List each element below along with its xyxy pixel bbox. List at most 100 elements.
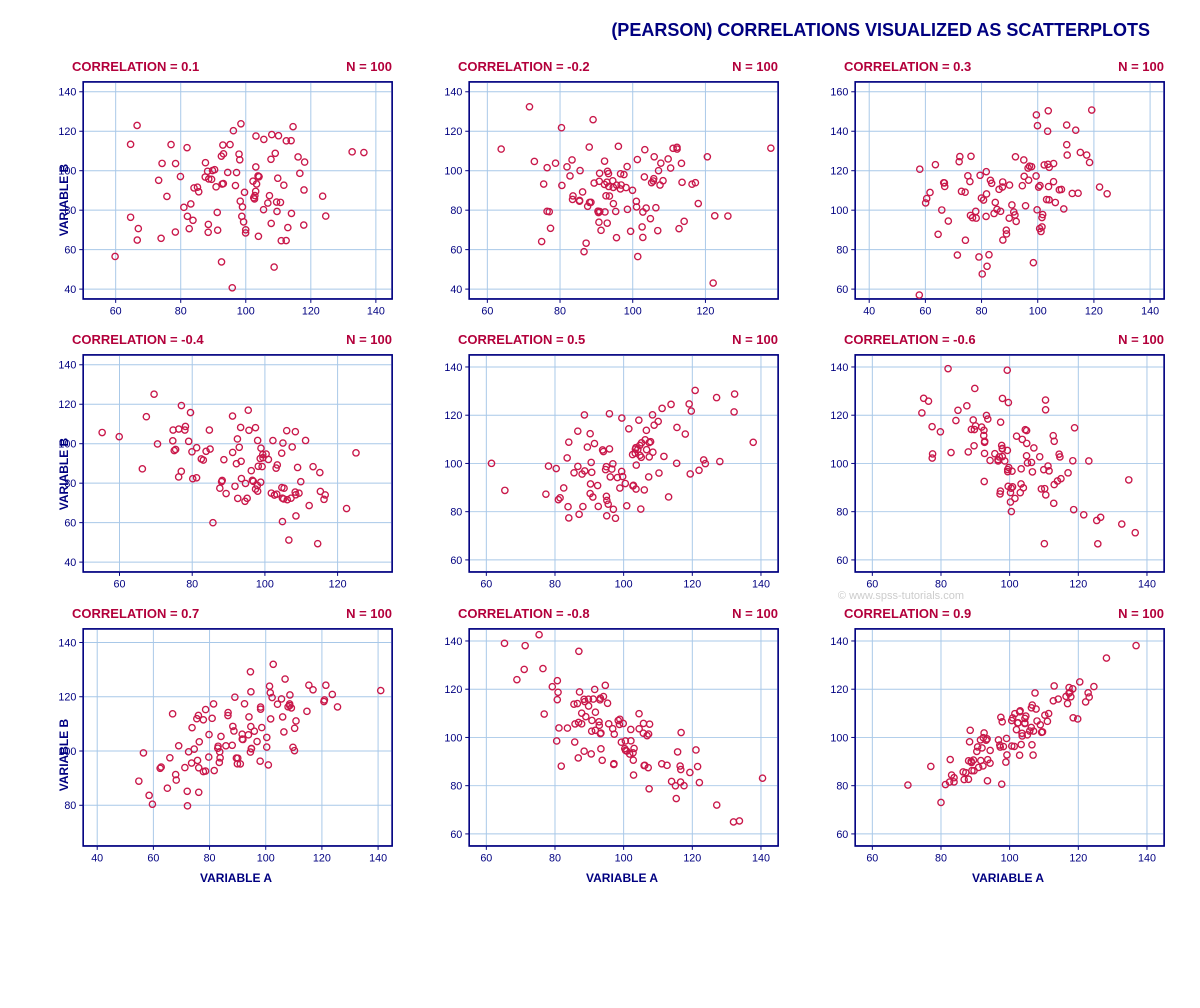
correlation-label: CORRELATION = 0.9 xyxy=(844,606,971,621)
correlation-label: CORRELATION = 0.5 xyxy=(458,332,585,347)
correlation-label: CORRELATION = 0.7 xyxy=(72,606,199,621)
svg-text:80: 80 xyxy=(175,306,187,318)
svg-text:120: 120 xyxy=(683,852,701,864)
svg-text:60: 60 xyxy=(919,306,931,318)
svg-text:120: 120 xyxy=(444,684,462,696)
svg-text:60: 60 xyxy=(110,306,122,318)
svg-text:140: 140 xyxy=(1138,579,1156,591)
scatter-plot: 6080100120406080100120140 xyxy=(432,78,784,322)
scatter-panel: CORRELATION = 0.1N = 100VARIABLE B608010… xyxy=(30,59,398,322)
svg-text:80: 80 xyxy=(836,507,848,519)
y-axis-label: VARIABLE B xyxy=(57,437,71,509)
svg-text:140: 140 xyxy=(369,852,387,864)
svg-text:140: 140 xyxy=(1141,306,1159,318)
svg-text:140: 140 xyxy=(1138,852,1156,864)
scatter-plot: 4060801001201406080100120140160 xyxy=(818,78,1170,322)
svg-text:100: 100 xyxy=(444,166,462,178)
svg-text:60: 60 xyxy=(450,555,462,567)
n-label: N = 100 xyxy=(1118,59,1164,74)
svg-text:60: 60 xyxy=(64,518,76,530)
svg-text:140: 140 xyxy=(830,362,848,374)
svg-text:80: 80 xyxy=(549,579,561,591)
svg-text:60: 60 xyxy=(836,284,848,296)
panel-header: CORRELATION = -0.4N = 100 xyxy=(30,332,398,351)
svg-text:60: 60 xyxy=(147,852,159,864)
svg-text:80: 80 xyxy=(836,245,848,257)
svg-text:40: 40 xyxy=(91,852,103,864)
svg-text:40: 40 xyxy=(64,557,76,569)
panel-header: CORRELATION = -0.2N = 100 xyxy=(416,59,784,78)
n-label: N = 100 xyxy=(346,606,392,621)
svg-text:120: 120 xyxy=(444,411,462,423)
svg-text:80: 80 xyxy=(976,306,988,318)
svg-text:120: 120 xyxy=(302,306,320,318)
correlation-label: CORRELATION = 0.3 xyxy=(844,59,971,74)
svg-text:140: 140 xyxy=(58,637,76,649)
correlation-label: CORRELATION = -0.8 xyxy=(458,606,590,621)
panel-header: CORRELATION = 0.3 N = 100 xyxy=(802,59,1170,78)
scatter-panel: CORRELATION = -0.2N = 100608010012040608… xyxy=(416,59,784,322)
scatter-panel: CORRELATION = -0.8N = 100608010012014060… xyxy=(416,606,784,885)
svg-text:80: 80 xyxy=(450,780,462,792)
panel-header: CORRELATION = 0.1 N = 100 xyxy=(30,59,398,78)
svg-text:140: 140 xyxy=(58,87,76,99)
scatter-plot: 40608010012014080100120140 xyxy=(46,625,398,869)
scatter-panel: CORRELATION = 0.9N = 1006080100120140608… xyxy=(802,606,1170,885)
scatter-plot: 6080100120140406080100120140 xyxy=(46,78,398,322)
scatter-panel: CORRELATION = -0.6N = 100608010012014060… xyxy=(802,332,1170,595)
correlation-label: CORRELATION = 0.1 xyxy=(72,59,199,74)
svg-text:60: 60 xyxy=(450,829,462,841)
x-axis-label: VARIABLE A xyxy=(432,871,784,885)
svg-text:120: 120 xyxy=(329,579,347,591)
svg-text:100: 100 xyxy=(624,306,642,318)
scatter-plot: 6080100120406080100120140 xyxy=(46,351,398,595)
svg-text:100: 100 xyxy=(257,852,275,864)
svg-text:80: 80 xyxy=(450,507,462,519)
svg-text:140: 140 xyxy=(752,852,770,864)
svg-text:60: 60 xyxy=(480,852,492,864)
main-title: (PEARSON) CORRELATIONS VISUALIZED AS SCA… xyxy=(30,20,1150,41)
svg-text:60: 60 xyxy=(836,829,848,841)
scatter-panel: CORRELATION = 0.5N = 1006080100120140608… xyxy=(416,332,784,595)
svg-text:140: 140 xyxy=(367,306,385,318)
x-axis-label: VARIABLE A xyxy=(818,871,1170,885)
svg-text:140: 140 xyxy=(444,636,462,648)
svg-text:100: 100 xyxy=(1001,579,1019,591)
svg-text:140: 140 xyxy=(752,579,770,591)
n-label: N = 100 xyxy=(1118,606,1164,621)
svg-text:100: 100 xyxy=(1029,306,1047,318)
svg-text:100: 100 xyxy=(444,459,462,471)
svg-text:120: 120 xyxy=(444,126,462,138)
panel-header: CORRELATION = -0.6 N = 100 xyxy=(802,332,1170,351)
svg-text:80: 80 xyxy=(186,579,198,591)
svg-text:120: 120 xyxy=(313,852,331,864)
scatter-plot: 60801001201406080100120140 xyxy=(432,625,784,869)
svg-text:80: 80 xyxy=(549,852,561,864)
n-label: N = 100 xyxy=(346,59,392,74)
scatter-plot: 60801001201406080100120140 xyxy=(818,351,1170,595)
svg-text:100: 100 xyxy=(1001,852,1019,864)
scatter-panel: CORRELATION = -0.4N = 100 VARIABLE B 60 80 1… xyxy=(30,332,398,595)
svg-text:160: 160 xyxy=(830,87,848,99)
correlation-label: CORRELATION = -0.6 xyxy=(844,332,976,347)
n-label: N = 100 xyxy=(732,332,778,347)
x-axis-label: VARIABLE A xyxy=(46,871,398,885)
svg-text:40: 40 xyxy=(863,306,875,318)
svg-text:100: 100 xyxy=(830,205,848,217)
svg-text:140: 140 xyxy=(444,87,462,99)
svg-text:120: 120 xyxy=(830,411,848,423)
svg-text:140: 140 xyxy=(830,636,848,648)
svg-text:120: 120 xyxy=(58,692,76,704)
n-label: N = 100 xyxy=(1118,332,1164,347)
svg-text:80: 80 xyxy=(204,852,216,864)
correlation-label: CORRELATION = -0.2 xyxy=(458,59,590,74)
chart-grid: CORRELATION = 0.1 N = 100 VARIABLE B 60 80 10… xyxy=(30,59,1170,885)
svg-text:60: 60 xyxy=(450,245,462,257)
svg-text:100: 100 xyxy=(237,306,255,318)
svg-text:140: 140 xyxy=(444,362,462,374)
svg-text:140: 140 xyxy=(58,360,76,372)
svg-text:80: 80 xyxy=(935,852,947,864)
svg-text:100: 100 xyxy=(830,459,848,471)
scatter-plot: 60801001201406080100120140 xyxy=(432,351,784,595)
scatter-panel: CORRELATION = 0.3N = 1004060801001201406… xyxy=(802,59,1170,322)
